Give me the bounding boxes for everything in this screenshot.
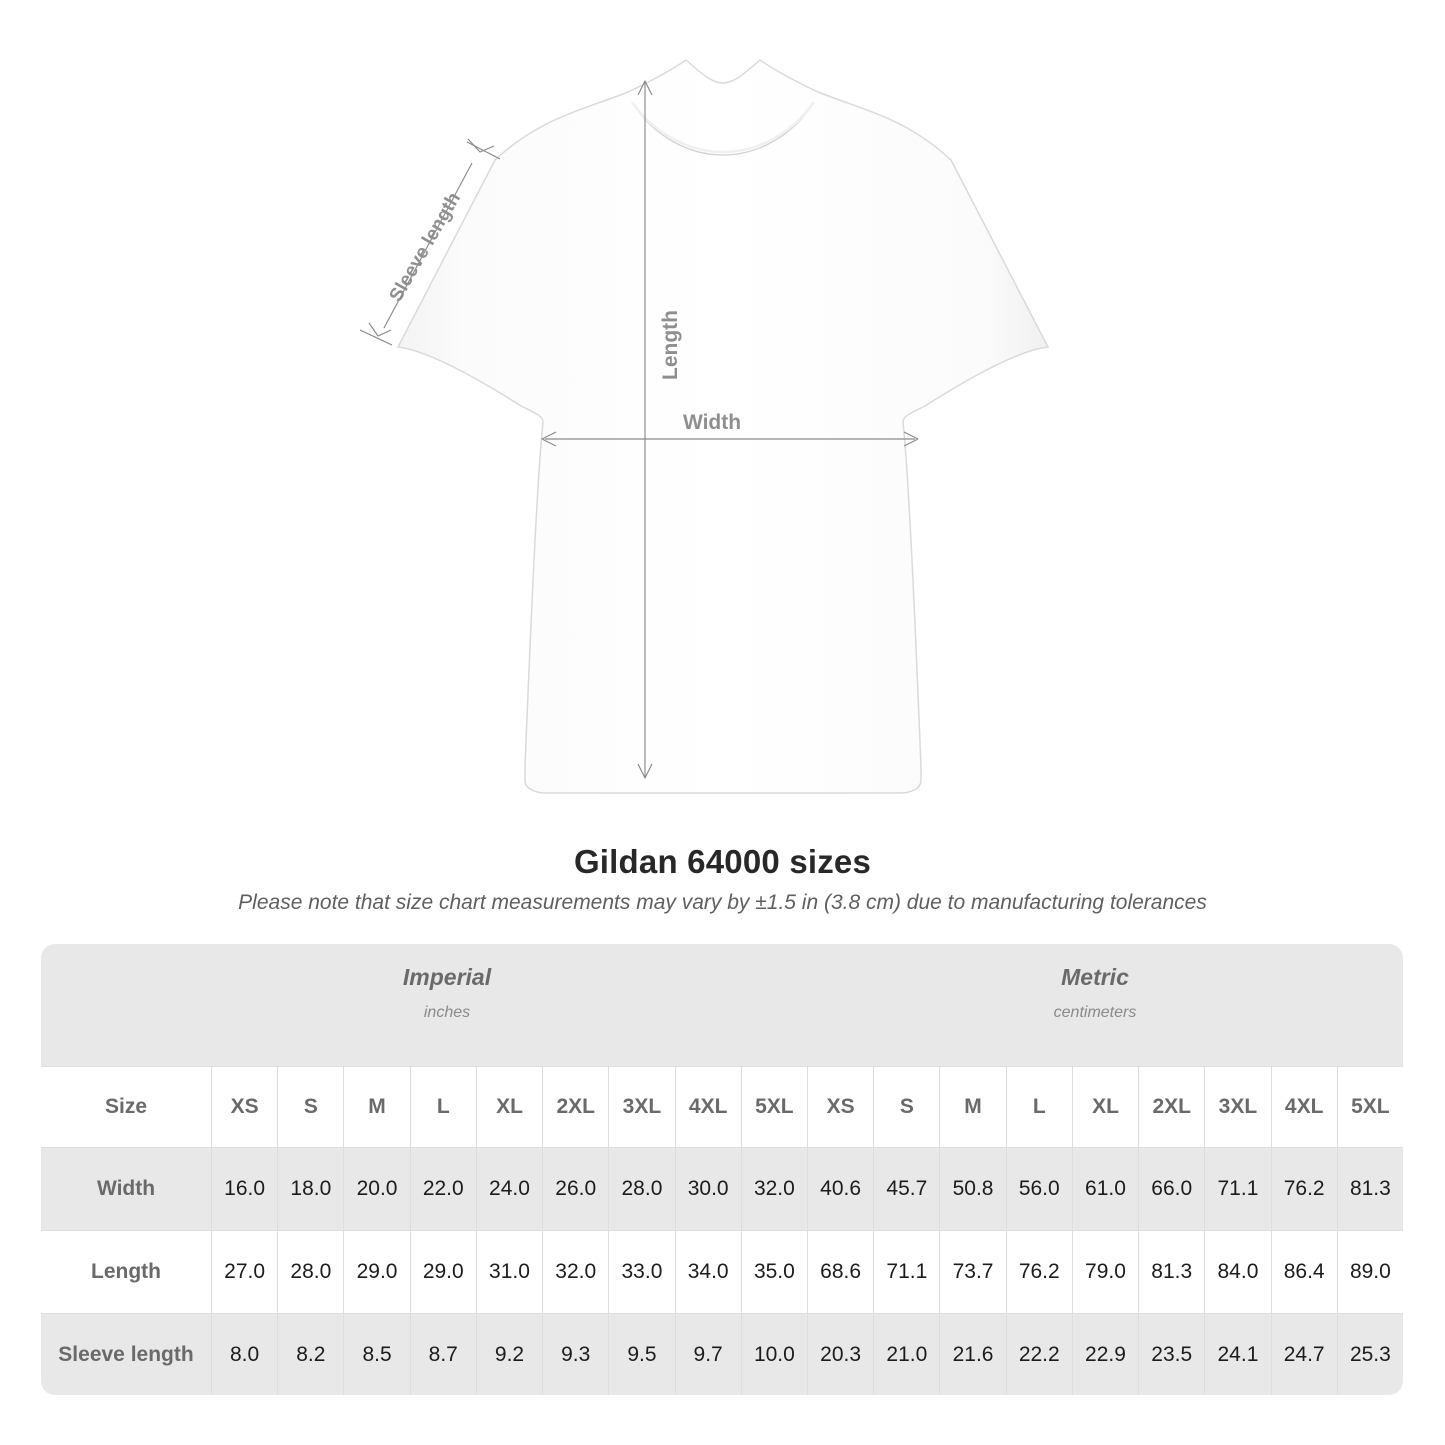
svg-text:Width: Width — [683, 411, 741, 434]
svg-text:Length: Length — [659, 310, 682, 380]
